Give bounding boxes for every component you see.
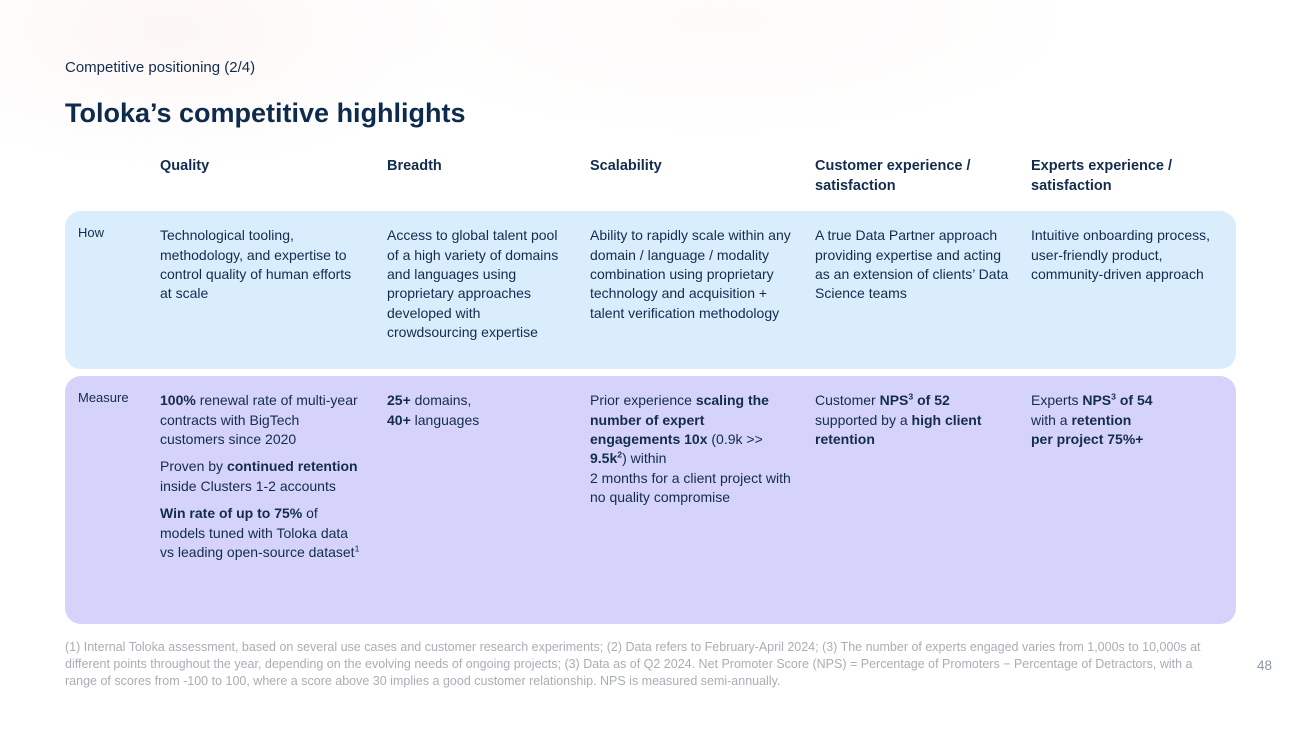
- cell-measure-experts-experience: Experts NPS3 of 54 with a retention per pr…: [1031, 391, 1153, 447]
- cell-measure-customer-experience: Customer NPS3 of 52 supported by a high …: [815, 391, 982, 447]
- table-row-how: How Technological tooling, methodology, …: [65, 211, 1236, 370]
- section-eyebrow: Competitive positioning (2/4): [65, 59, 256, 76]
- row-label-how: How: [78, 225, 105, 241]
- column-header-quality: Quality: [160, 158, 210, 175]
- table-row-measure: Measure 100% renewal rate of multi-year …: [65, 376, 1236, 625]
- table-header-row: Quality Breadth Scalability Customer exp…: [65, 156, 1236, 204]
- cell-measure-quality: 100% renewal rate of multi-year contract…: [160, 392, 360, 561]
- cell-measure-scalability: Prior experience scaling the number of e…: [590, 392, 791, 506]
- row-label-measure: Measure: [78, 390, 129, 406]
- cell-how-quality: Technological tooling, methodology, and …: [160, 227, 352, 302]
- footnote: (1) Internal Toloka assessment, based on…: [65, 640, 1201, 689]
- cell-how-breadth: Access to global talent pool of a high v…: [387, 227, 559, 341]
- column-header-scalability: Scalability: [590, 158, 662, 175]
- slide-content: Competitive positioning (2/4) Toloka’s c…: [65, 0, 1236, 690]
- header-spacer: [65, 156, 160, 204]
- cell-how-customer-experience: A true Data Partner approach providing e…: [815, 227, 1009, 302]
- cell-how-scalability: Ability to rapidly scale within any doma…: [590, 227, 791, 321]
- column-header-customer-experience: Customer experience / satisfaction: [815, 158, 971, 195]
- column-header-experts-experience: Experts experience / satisfaction: [1031, 158, 1173, 195]
- page-number: 48: [1256, 658, 1272, 673]
- cell-measure-breadth: 25+ domains, 40+ languages: [387, 392, 480, 428]
- cell-how-experts-experience: Intuitive onboarding process, user-frien…: [1031, 227, 1210, 282]
- column-header-breadth: Breadth: [387, 158, 442, 175]
- page-title: Toloka’s competitive highlights: [65, 98, 466, 128]
